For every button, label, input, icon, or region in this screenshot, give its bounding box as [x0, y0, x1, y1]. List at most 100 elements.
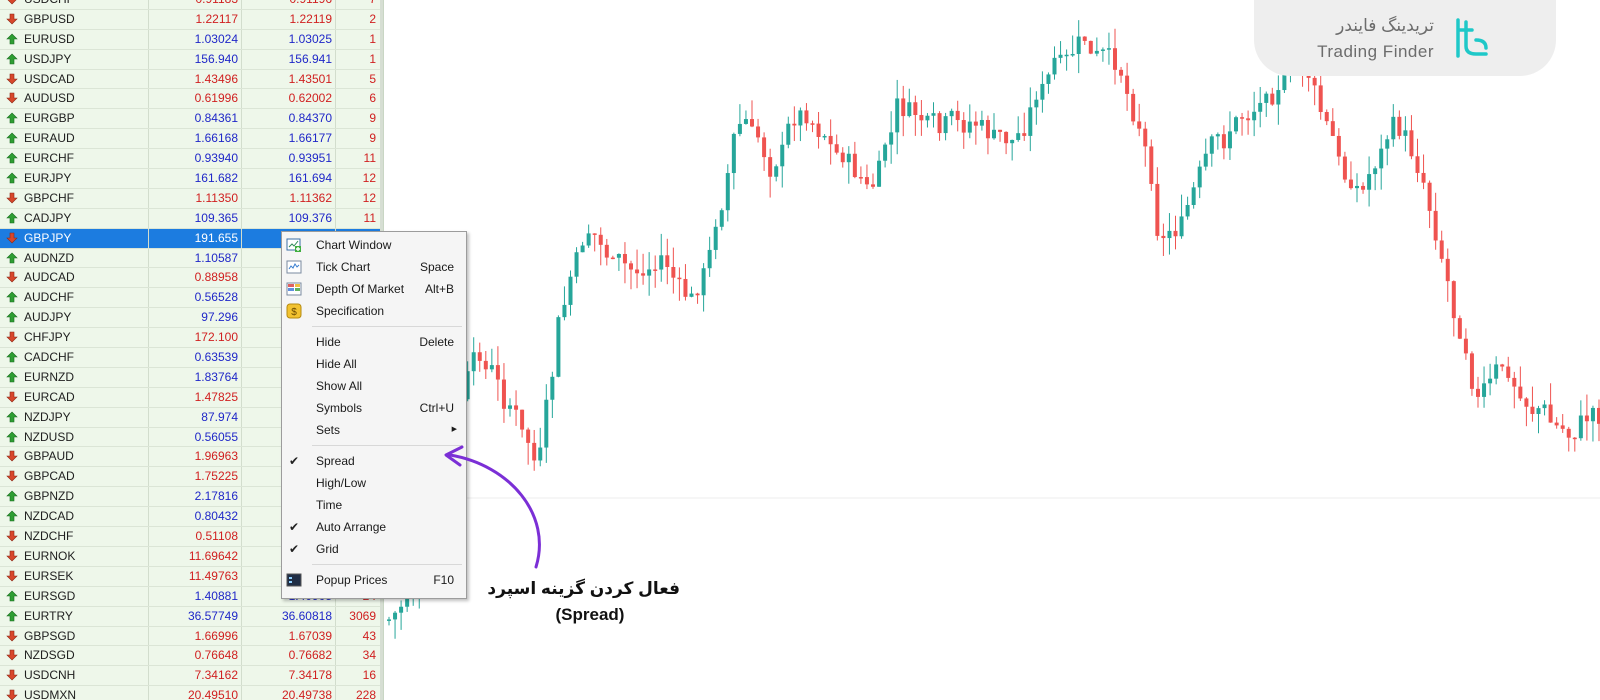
market-watch-row[interactable]: CADCHF 0.63539	[0, 348, 383, 368]
market-watch-row[interactable]: AUDJPY 97.296	[0, 308, 383, 329]
market-watch-row[interactable]: NZDCAD 0.80432	[0, 507, 383, 528]
menu-item-chart-window[interactable]: Chart Window	[282, 234, 466, 256]
menu-item-hide-all[interactable]: Hide All	[282, 353, 466, 375]
market-watch-row[interactable]: USDMXN 20.49510 20.49738 228	[0, 686, 383, 700]
market-watch-row[interactable]: EURJPY 161.682 161.694 12	[0, 169, 383, 189]
candle-body	[465, 371, 470, 400]
market-watch-row[interactable]: CHFJPY 172.100	[0, 328, 383, 349]
market-watch-row[interactable]: USDJPY 156.940 156.941 1	[0, 49, 383, 70]
price-down-arrow-icon	[6, 451, 18, 462]
bid-price: 11.49763	[148, 566, 241, 586]
candle-body	[598, 234, 603, 245]
candle-body	[604, 244, 609, 258]
market-watch-row[interactable]: EURGBP 0.84361 0.84370 9	[0, 109, 383, 130]
market-watch-row[interactable]: EURNOK 11.69642	[0, 546, 383, 567]
candle-body	[1379, 148, 1384, 169]
market-watch-row[interactable]: GBPSGD 1.66996 1.67039 43	[0, 626, 383, 647]
symbol-name: GBPCAD	[24, 469, 75, 484]
price-down-arrow-icon	[6, 391, 18, 403]
candle-body	[1597, 407, 1600, 424]
market-watch-row[interactable]: EURSEK 11.49763	[0, 566, 383, 587]
candle-body	[1524, 398, 1529, 407]
candle-body	[858, 177, 863, 179]
candle-body	[816, 123, 821, 137]
symbol-name: EURCHF	[24, 151, 74, 166]
candle-body	[985, 119, 990, 139]
menu-item-symbols[interactable]: Symbols Ctrl+U	[282, 397, 466, 419]
menu-item-hide[interactable]: Hide Delete	[282, 331, 466, 353]
spread-value: 9	[335, 129, 380, 149]
symbol-name: GBPCHF	[24, 190, 75, 205]
candle-body	[635, 269, 640, 274]
market-watch-row[interactable]: EURAUD 1.66168 1.66177 9	[0, 129, 383, 150]
market-watch-row[interactable]: USDCAD 1.43496 1.43501 5	[0, 69, 383, 90]
symbol-name: GBPNZD	[24, 489, 75, 504]
market-watch-row[interactable]: NZDJPY 87.974	[0, 407, 383, 428]
market-watch-row[interactable]: EURUSD 1.03024 1.03025 1	[0, 29, 383, 50]
menu-item-shortcut: F10	[433, 573, 454, 587]
ask-price	[241, 566, 335, 586]
bid-price: 109.365	[148, 208, 241, 228]
candle-body	[822, 135, 827, 138]
menu-item-specification[interactable]: $ Specification	[282, 300, 466, 322]
candle-body	[1270, 93, 1275, 105]
price-down-arrow-icon	[6, 650, 18, 661]
market-watch-row[interactable]: CADJPY 109.365 109.376 11	[0, 208, 383, 229]
candle-body	[1070, 53, 1075, 56]
menu-item-show-all[interactable]: Show All	[282, 375, 466, 397]
market-watch-row[interactable]: GBPCHF 1.11350 1.11362 12	[0, 188, 383, 209]
price-down-arrow-icon	[6, 471, 18, 482]
candle-body	[1506, 366, 1511, 378]
market-watch-row[interactable]: AUDCHF 0.56528	[0, 288, 383, 309]
ask-price: 161.694	[241, 169, 335, 188]
menu-item-auto-arrange[interactable]: ✔ Auto Arrange	[282, 516, 466, 538]
menu-item-label: Specification	[316, 304, 385, 318]
candle-body	[1336, 135, 1341, 157]
menu-item-time[interactable]: Time	[282, 494, 466, 516]
market-watch-row[interactable]: GBPUSD 1.22117 1.22119 2	[0, 9, 383, 30]
candle-body	[477, 352, 482, 361]
candle-body	[768, 157, 773, 177]
candle-body	[955, 110, 960, 121]
market-watch-row[interactable]: EURNZD 1.83764	[0, 367, 383, 388]
menu-item-label: Spread	[316, 454, 355, 468]
menu-item-shortcut: Alt+B	[424, 282, 454, 296]
candle-body	[1113, 48, 1117, 70]
symbol-name: NZDCHF	[24, 529, 74, 544]
menu-item-depth-of-market[interactable]: Depth Of Market Alt+B	[282, 278, 466, 300]
market-watch-row[interactable]: NZDSGD 0.76648 0.76682 34	[0, 646, 383, 667]
menu-item-high-low[interactable]: High/Low	[282, 472, 466, 494]
price-up-arrow-icon	[6, 291, 18, 303]
menu-item-label: Chart Window	[316, 238, 392, 252]
menu-item-grid[interactable]: ✔ Grid	[282, 538, 466, 560]
menu-separator	[312, 445, 462, 446]
market-watch-row[interactable]: EURTRY 36.57749 36.60818 3069	[0, 606, 383, 627]
symbol-name: USDCAD	[24, 71, 75, 86]
menu-item-tick-chart[interactable]: Tick Chart Space	[282, 256, 466, 278]
menu-item-popup-prices[interactable]: Popup Prices F10	[282, 569, 466, 591]
candle-body	[622, 253, 627, 264]
candle-body	[1191, 187, 1196, 205]
candle-body	[665, 255, 670, 267]
market-watch-row[interactable]: EURCHF 0.93940 0.93951 11	[0, 149, 383, 170]
menu-item-spread[interactable]: ✔ Spread	[282, 450, 466, 472]
menu-item-sets[interactable]: Sets ▶	[282, 419, 466, 441]
price-down-arrow-icon	[6, 669, 18, 681]
candle-body	[1415, 156, 1420, 173]
candle-body	[786, 123, 791, 145]
candle-body	[713, 226, 718, 250]
ask-price: 1.67039	[241, 626, 335, 646]
ask-price: 20.49738	[241, 686, 335, 700]
market-watch-row[interactable]: AUDUSD 0.61996 0.62002 6	[0, 89, 383, 110]
market-watch-row[interactable]: NZDCHF 0.51108	[0, 527, 383, 547]
candle-body	[1161, 235, 1166, 239]
market-watch-row[interactable]: USDCNH 7.34162 7.34178 16	[0, 666, 383, 687]
candle-body	[834, 144, 839, 153]
candle-body	[526, 429, 531, 443]
price-chart[interactable]	[385, 0, 1600, 700]
market-watch-row[interactable]: GBPAUD 1.96963	[0, 447, 383, 468]
market-watch-row[interactable]: NZDUSD 0.56055	[0, 427, 383, 448]
market-watch-row[interactable]: USDCHF 0.911830.911967	[0, 0, 383, 10]
brand-watermark: تریدینگ فایندر Trading Finder	[1254, 0, 1556, 76]
candle-body	[1137, 121, 1142, 129]
